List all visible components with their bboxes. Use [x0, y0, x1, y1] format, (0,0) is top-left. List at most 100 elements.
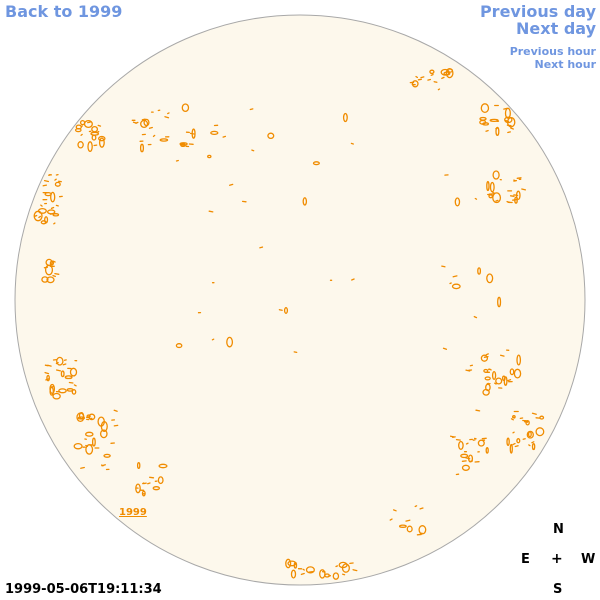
contour-mark	[50, 206, 55, 210]
contour-mark	[512, 442, 516, 446]
contour-mark	[167, 112, 170, 115]
contour-mark	[504, 116, 513, 124]
contour-mark	[486, 180, 490, 192]
contour-mark	[164, 116, 170, 119]
contour-mark	[143, 118, 150, 127]
contour-mark	[43, 266, 49, 269]
back-to-year-link[interactable]: Back to 1999	[5, 2, 123, 21]
contour-mark	[49, 260, 55, 266]
contour-mark	[44, 371, 50, 375]
contour-mark	[415, 75, 419, 79]
contour-mark	[523, 421, 529, 423]
contour-mark	[97, 124, 102, 127]
contour-mark	[103, 453, 111, 458]
contour-mark	[267, 132, 275, 140]
contour-mark	[226, 336, 234, 348]
observation-timestamp: 1999-05-06T19:11:34	[5, 582, 162, 597]
contour-mark	[73, 384, 77, 387]
contour-mark	[54, 178, 57, 181]
contour-mark	[531, 412, 537, 415]
contour-mark	[419, 507, 424, 510]
contour-mark	[392, 509, 397, 512]
previous-day-link[interactable]: Previous day	[479, 2, 596, 21]
contour-mark	[222, 135, 227, 138]
contour-mark	[283, 307, 289, 314]
contour-mark	[54, 181, 61, 187]
contour-mark	[437, 88, 441, 91]
contour-mark	[516, 354, 522, 366]
contour-mark	[443, 71, 451, 76]
contour-mark	[503, 376, 508, 386]
contour-mark	[99, 429, 108, 439]
contour-mark	[52, 274, 56, 278]
contour-mark	[492, 191, 495, 194]
contour-mark	[52, 392, 61, 400]
contour-mark	[441, 265, 446, 268]
contour-mark	[474, 197, 478, 200]
contour-mark	[159, 138, 169, 142]
next-hour-link[interactable]: Next hour	[534, 58, 597, 71]
contour-mark	[510, 418, 514, 421]
contour-mark	[495, 126, 500, 137]
contour-mark	[64, 375, 73, 380]
contour-mark	[489, 181, 495, 193]
contour-mark	[417, 78, 422, 81]
contour-mark	[495, 377, 503, 385]
contour-mark	[44, 216, 49, 224]
contour-mark	[88, 413, 96, 421]
contour-mark	[465, 369, 471, 372]
contour-mark	[77, 141, 84, 149]
contour-mark	[427, 78, 432, 81]
contour-mark	[539, 415, 545, 420]
contour-mark	[512, 415, 516, 419]
contour-mark	[293, 561, 298, 569]
contour-mark	[98, 135, 106, 142]
contour-mark	[342, 112, 348, 123]
contour-mark	[414, 505, 418, 508]
contour-mark	[341, 563, 350, 573]
contour-mark	[50, 191, 56, 203]
contour-mark	[477, 267, 482, 275]
contour-mark	[477, 439, 485, 447]
contour-mark	[60, 370, 65, 378]
contour-mark	[499, 354, 505, 357]
contour-mark	[305, 566, 315, 574]
contour-mark	[85, 444, 89, 447]
compass-south: S	[553, 582, 563, 597]
contour-mark	[482, 388, 490, 396]
contour-mark	[433, 81, 438, 83]
contour-mark	[33, 210, 43, 222]
contour-mark	[229, 183, 234, 186]
year-marker-link[interactable]: 1999	[119, 507, 147, 518]
contour-mark	[40, 204, 43, 207]
contour-mark	[454, 197, 461, 207]
contour-mark	[142, 482, 145, 485]
contour-mark	[342, 573, 346, 576]
contour-mark	[473, 315, 478, 319]
contour-mark	[38, 215, 42, 219]
contour-mark	[460, 453, 469, 459]
next-day-link[interactable]: Next day	[516, 19, 596, 38]
contour-mark	[506, 116, 516, 128]
contour-mark	[135, 483, 141, 494]
contour-mark	[100, 420, 108, 433]
contour-mark	[527, 431, 532, 438]
contour-mark	[80, 133, 83, 136]
contour-mark	[507, 379, 512, 382]
contour-mark	[461, 464, 470, 471]
contour-mark	[479, 119, 487, 125]
contour-mark	[69, 367, 78, 377]
previous-hour-link[interactable]: Previous hour	[509, 45, 596, 58]
contour-mark	[58, 388, 67, 394]
contour-mark	[398, 524, 407, 528]
contour-mark	[290, 569, 297, 579]
contour-mark	[136, 461, 141, 470]
contour-mark	[351, 278, 355, 281]
contour-mark	[43, 179, 50, 183]
contour-mark	[514, 196, 518, 204]
contour-mark	[251, 149, 255, 152]
contour-mark	[516, 438, 521, 444]
contour-mark	[465, 442, 469, 445]
